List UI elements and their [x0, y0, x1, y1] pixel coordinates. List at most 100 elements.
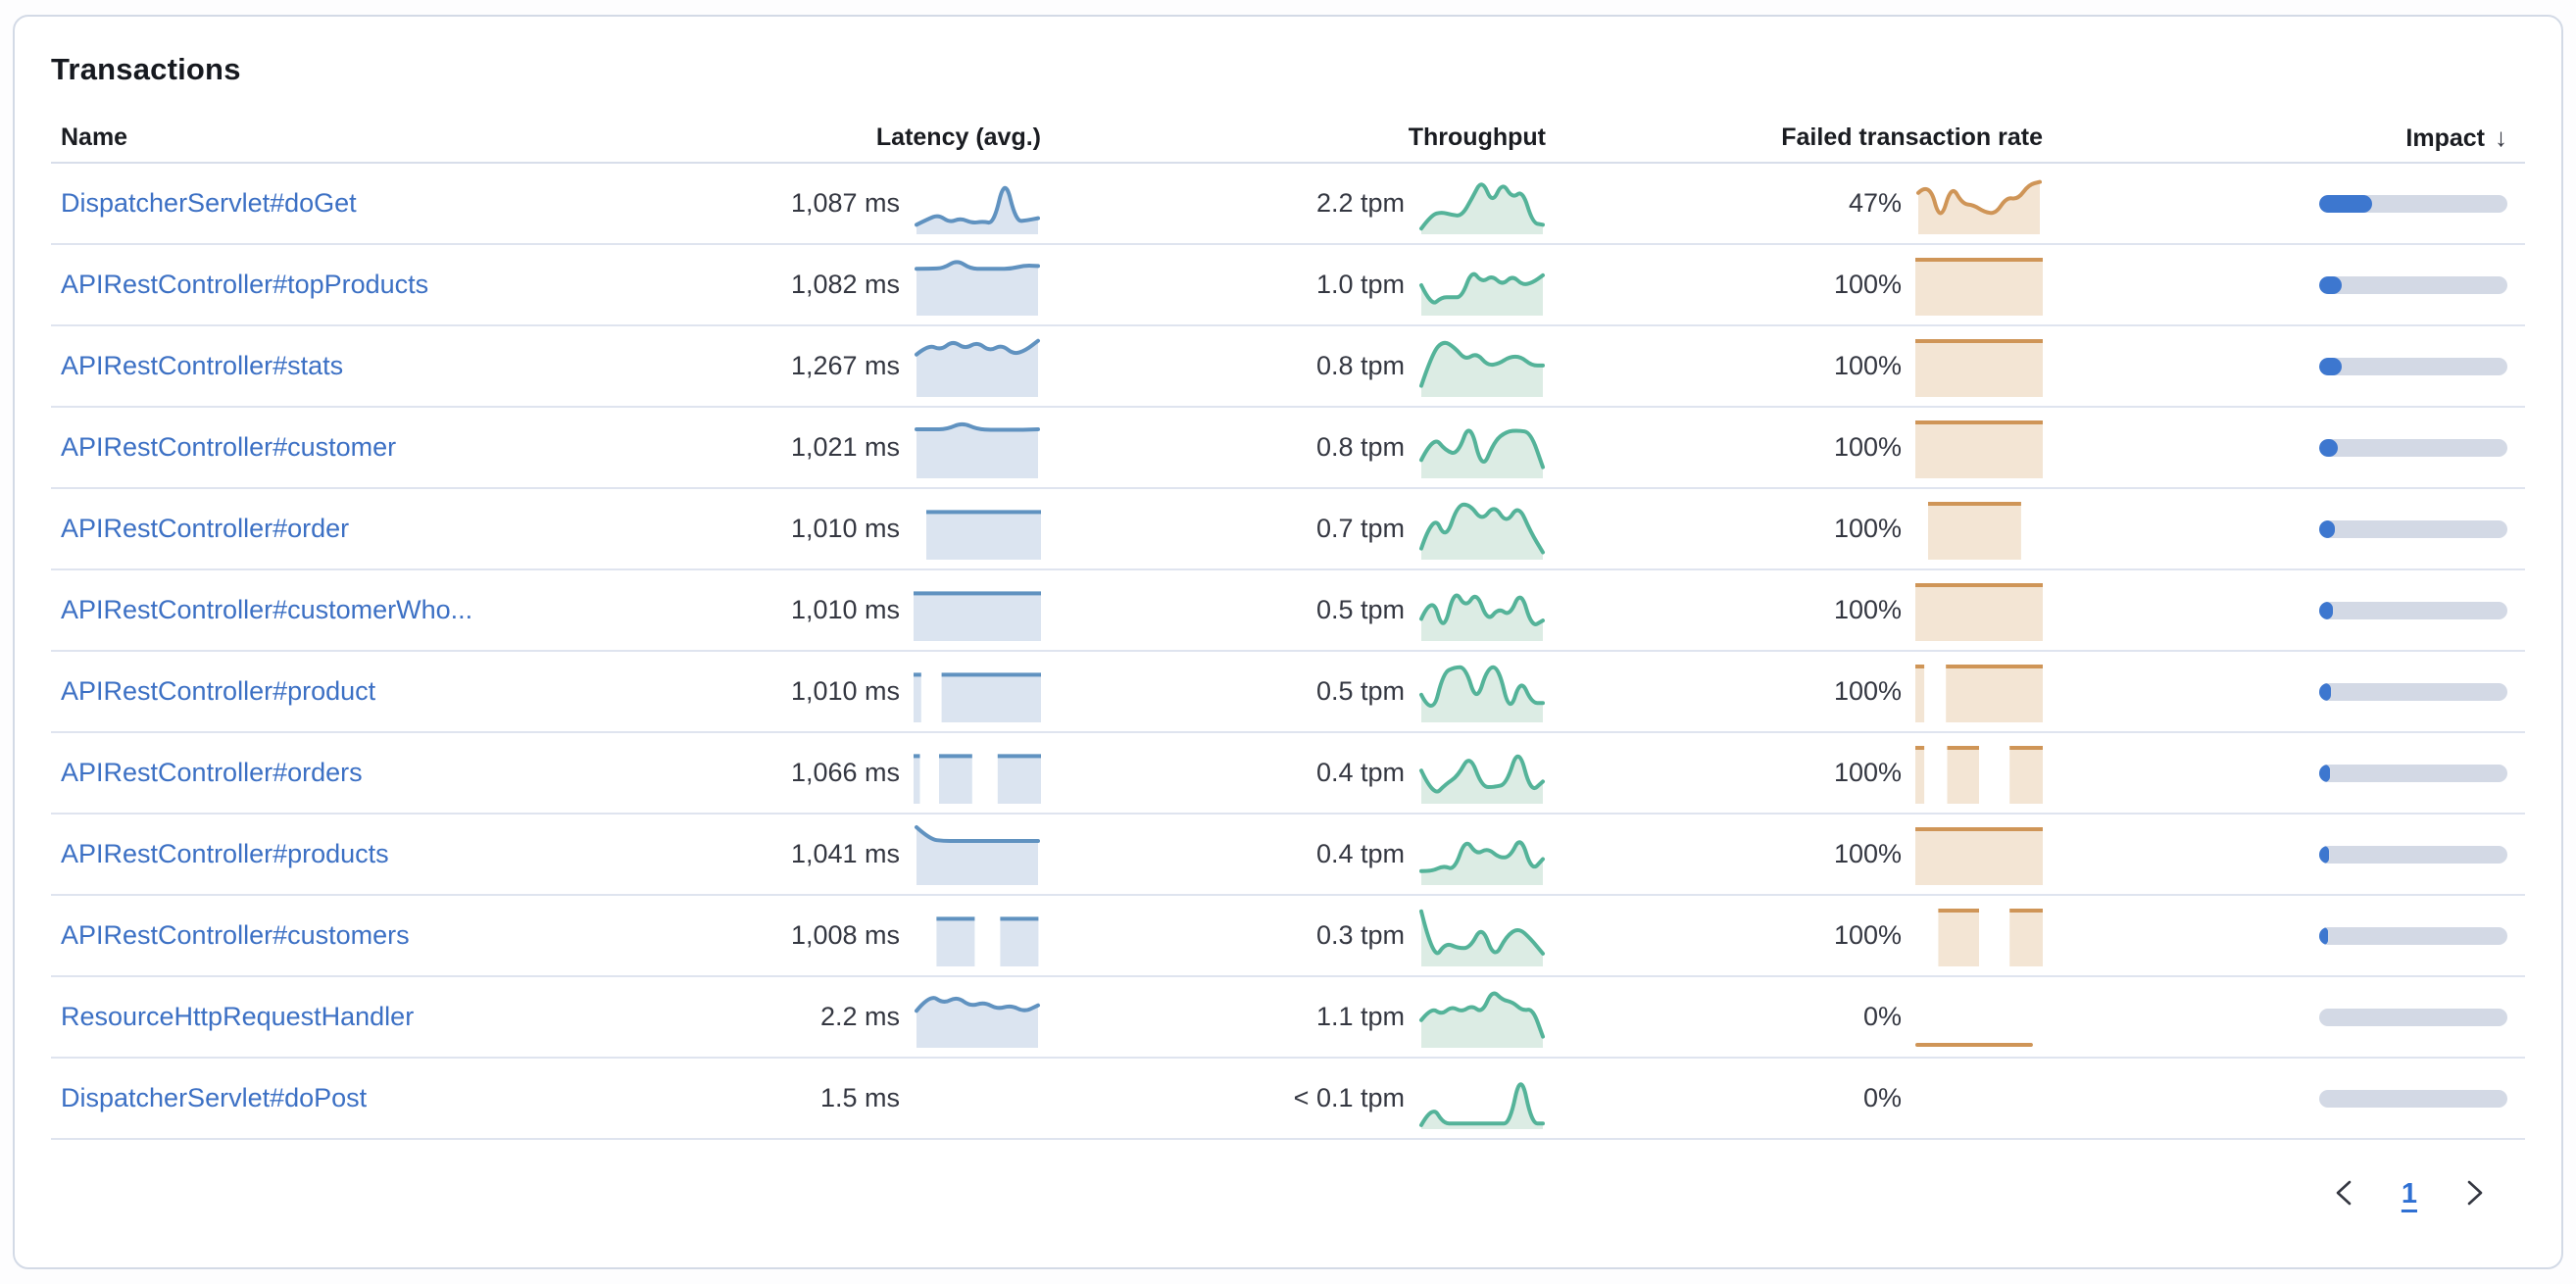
table-row: APIRestController#products 1,041 ms 0.4 tp…: [51, 815, 2525, 896]
throughput-value-cell: 0.4 tpm: [1041, 743, 1546, 804]
impact-bar-fill: [2319, 357, 2343, 375]
latency-sparkline: [914, 824, 1041, 885]
transaction-name-link[interactable]: APIRestController#products: [61, 839, 389, 868]
transaction-name-link[interactable]: DispatcherServlet#doGet: [61, 188, 357, 218]
failed-rate-value-cell: 100%: [1546, 499, 2043, 560]
latency-value: 1,010 ms: [790, 676, 900, 706]
failed-rate-value: 100%: [1833, 758, 1902, 787]
column-header-throughput[interactable]: Throughput: [1408, 123, 1546, 151]
impact-cell: [2043, 1008, 2525, 1026]
latency-value: 1,267 ms: [790, 351, 900, 380]
column-header-latency[interactable]: Latency (avg.): [875, 123, 1041, 151]
latency-sparkline: [914, 743, 1041, 804]
transaction-name-cell: APIRestController#customers: [51, 920, 688, 951]
latency-value: 1,082 ms: [790, 270, 900, 299]
impact-cell: [2043, 438, 2525, 457]
throughput-sparkline: [1418, 336, 1546, 397]
impact-bar-fill: [2319, 682, 2332, 701]
transaction-name-cell: APIRestController#customerWho...: [51, 595, 688, 625]
failed-rate-value-cell: 100%: [1546, 662, 2043, 722]
table-row: APIRestController#customer 1,021 ms 0.8 tp…: [51, 408, 2525, 489]
latency-value: 1,008 ms: [790, 920, 900, 950]
throughput-value-cell: 0.7 tpm: [1041, 499, 1546, 560]
column-header-impact-label: Impact: [2405, 123, 2485, 152]
latency-sparkline: [914, 1068, 1041, 1129]
latency-value: 1.5 ms: [819, 1083, 900, 1112]
transaction-name-cell: APIRestController#topProducts: [51, 270, 688, 300]
transaction-name-cell: DispatcherServlet#doPost: [51, 1083, 688, 1113]
failed-rate-sparkline: [1915, 987, 2043, 1048]
impact-cell: [2043, 764, 2525, 782]
throughput-sparkline: [1418, 499, 1546, 560]
failed-rate-value: 100%: [1833, 514, 1902, 543]
latency-value-cell: 1,010 ms: [688, 580, 1041, 641]
throughput-value: 0.7 tpm: [1315, 514, 1405, 543]
impact-bar-fill: [2319, 519, 2335, 538]
transaction-name-link[interactable]: APIRestController#customers: [61, 920, 410, 950]
page-number-1[interactable]: 1: [2401, 1177, 2417, 1210]
transaction-name-link[interactable]: APIRestController#order: [61, 514, 350, 543]
impact-bar-track: [2319, 1008, 2507, 1026]
transaction-name-cell: ResourceHttpRequestHandler: [51, 1002, 688, 1032]
latency-value-cell: 2.2 ms: [688, 987, 1041, 1048]
failed-rate-sparkline: [1915, 173, 2043, 234]
latency-value-cell: 1,087 ms: [688, 173, 1041, 234]
column-header-name[interactable]: Name: [61, 123, 128, 151]
failed-rate-value-cell: 0%: [1546, 1068, 2043, 1129]
failed-rate-sparkline: [1915, 580, 2043, 641]
table-row: DispatcherServlet#doPost 1.5 ms < 0.1 tpm 0…: [51, 1059, 2525, 1140]
column-header-failed-rate[interactable]: Failed transaction rate: [1781, 123, 2043, 151]
transaction-name-cell: APIRestController#customer: [51, 432, 688, 463]
failed-rate-sparkline: [1915, 824, 2043, 885]
throughput-sparkline: [1418, 743, 1546, 804]
latency-value-cell: 1,008 ms: [688, 906, 1041, 966]
failed-rate-value-cell: 100%: [1546, 824, 2043, 885]
latency-sparkline: [914, 580, 1041, 641]
latency-value: 1,010 ms: [790, 514, 900, 543]
impact-cell: [2043, 519, 2525, 538]
impact-bar-fill: [2319, 194, 2372, 213]
failed-rate-value: 100%: [1833, 676, 1902, 706]
transaction-name-link[interactable]: APIRestController#customerWho...: [61, 595, 473, 624]
throughput-sparkline: [1418, 580, 1546, 641]
latency-value: 1,066 ms: [790, 758, 900, 787]
impact-bar-track: [2319, 845, 2507, 864]
impact-cell: [2043, 682, 2525, 701]
failed-rate-value: 100%: [1833, 920, 1902, 950]
transaction-name-link[interactable]: APIRestController#stats: [61, 351, 344, 380]
throughput-sparkline: [1418, 987, 1546, 1048]
throughput-value-cell: 1.1 tpm: [1041, 987, 1546, 1048]
transaction-name-link[interactable]: DispatcherServlet#doPost: [61, 1083, 368, 1112]
latency-value-cell: 1,066 ms: [688, 743, 1041, 804]
transaction-name-cell: APIRestController#stats: [51, 351, 688, 381]
throughput-value: < 0.1 tpm: [1293, 1083, 1405, 1112]
latency-value: 2.2 ms: [819, 1002, 900, 1031]
throughput-sparkline: [1418, 418, 1546, 478]
transactions-table: DispatcherServlet#doGet 1,087 ms 2.2 tpm 47…: [51, 164, 2525, 1140]
impact-bar-fill: [2319, 601, 2334, 619]
latency-sparkline: [914, 906, 1041, 966]
transaction-name-link[interactable]: APIRestController#product: [61, 676, 376, 706]
failed-rate-value: 100%: [1833, 432, 1902, 462]
latency-sparkline: [914, 418, 1041, 478]
impact-cell: [2043, 926, 2525, 945]
next-page-button[interactable]: [2462, 1178, 2488, 1210]
sort-descending-icon: ↓: [2495, 122, 2507, 152]
failed-rate-sparkline: [1915, 743, 2043, 804]
transaction-name-link[interactable]: APIRestController#orders: [61, 758, 363, 787]
throughput-value-cell: < 0.1 tpm: [1041, 1068, 1546, 1129]
previous-page-button[interactable]: [2331, 1178, 2356, 1210]
transaction-name-link[interactable]: APIRestController#topProducts: [61, 270, 429, 299]
transaction-name-link[interactable]: APIRestController#customer: [61, 432, 397, 462]
table-row: APIRestController#customers 1,008 ms 0.3 t…: [51, 896, 2525, 977]
failed-rate-sparkline: [1915, 1068, 2043, 1129]
transaction-name-link[interactable]: ResourceHttpRequestHandler: [61, 1002, 415, 1031]
column-header-impact[interactable]: Impact ↓: [2043, 123, 2525, 153]
table-row: ResourceHttpRequestHandler 2.2 ms 1.1 tpm 0…: [51, 977, 2525, 1059]
impact-cell: [2043, 601, 2525, 619]
failed-rate-value: 100%: [1833, 270, 1902, 299]
failed-rate-value-cell: 100%: [1546, 906, 2043, 966]
impact-bar-track: [2319, 601, 2507, 619]
impact-cell: [2043, 357, 2525, 375]
transaction-name-cell: APIRestController#order: [51, 514, 688, 544]
